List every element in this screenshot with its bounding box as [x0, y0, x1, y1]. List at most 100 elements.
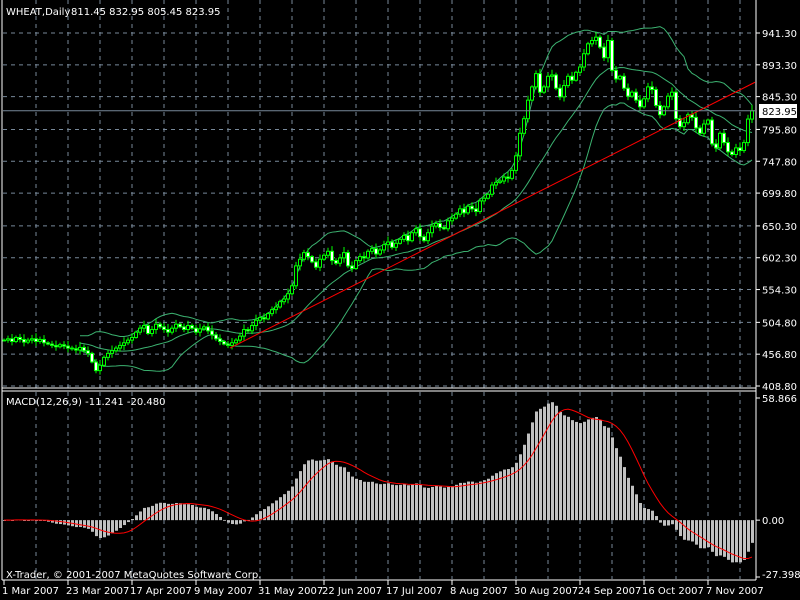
- candle-bull: [562, 85, 566, 98]
- macd-bar: [183, 504, 186, 521]
- price-tick-label: 747.80: [762, 157, 797, 168]
- candle-bull: [242, 329, 246, 337]
- candle-bear: [710, 119, 714, 145]
- candle-bear: [506, 176, 510, 179]
- candle-bull: [446, 220, 450, 230]
- macd-bar: [495, 473, 498, 521]
- candle-bear: [570, 75, 574, 81]
- macd-bar: [87, 520, 90, 529]
- macd-bar: [427, 487, 430, 521]
- macd-bar: [23, 520, 26, 521]
- candle-bear: [314, 261, 318, 268]
- macd-bar: [567, 416, 570, 521]
- macd-bar: [251, 517, 254, 521]
- candle-bear: [178, 323, 182, 328]
- macd-bar: [335, 464, 338, 521]
- macd-bar: [563, 415, 566, 521]
- candle-bull: [250, 325, 254, 332]
- candle-bull: [30, 338, 34, 341]
- macd-bar: [643, 507, 646, 521]
- macd-bar: [235, 520, 238, 525]
- candle-bull: [98, 364, 102, 372]
- candle-bull: [410, 232, 414, 242]
- candle-bull: [318, 258, 322, 268]
- macd-bar: [355, 478, 358, 521]
- candle-bear: [330, 250, 334, 262]
- macd-bar: [307, 460, 310, 521]
- price-tick-label: 456.80: [762, 350, 797, 361]
- candle-bull: [426, 232, 430, 242]
- macd-bar: [647, 509, 650, 521]
- candle-bear: [418, 228, 422, 238]
- candle-bear: [694, 116, 698, 129]
- candle-bull: [282, 298, 286, 303]
- candle-bear: [346, 252, 350, 267]
- macd-bar: [707, 520, 710, 548]
- candle-bull: [138, 327, 142, 333]
- candle-bear: [158, 323, 162, 328]
- candle-bear: [162, 326, 166, 331]
- macd-bar: [83, 520, 86, 528]
- candle-bull: [382, 244, 386, 251]
- macd-bar: [135, 515, 138, 521]
- candle-bear: [406, 234, 410, 242]
- time-tick-label: 1 Mar 2007: [2, 586, 59, 597]
- macd-bar: [735, 520, 738, 563]
- price-tick-label: 893.30: [762, 61, 797, 72]
- macd-bar: [399, 484, 402, 521]
- macd-bar: [151, 505, 154, 521]
- macd-signal-line: [3, 408, 753, 560]
- candle-bull: [578, 66, 582, 73]
- candle-bull: [122, 342, 126, 346]
- macd-bar: [667, 520, 670, 526]
- copyright-label: X-Trader, © 2001-2007 MetaQuotes Softwar…: [6, 570, 261, 581]
- macd-bar: [699, 520, 702, 549]
- macd-bar: [51, 520, 54, 523]
- candle-bear: [10, 338, 14, 342]
- macd-bar: [163, 502, 166, 521]
- macd-bar: [651, 510, 654, 521]
- candle-bear: [94, 361, 98, 372]
- trendline[interactable]: [229, 81, 756, 349]
- macd-bar: [503, 469, 506, 521]
- macd-bar: [455, 484, 458, 521]
- macd-bar: [111, 520, 114, 534]
- candle-bull: [118, 344, 122, 349]
- candle-bull: [114, 347, 118, 352]
- macd-bar: [103, 520, 106, 538]
- macd-tick-label: 0.00: [762, 516, 784, 527]
- candle-bull: [550, 74, 554, 77]
- candle-bull: [594, 36, 598, 41]
- macd-bar: [627, 477, 630, 521]
- candle-bear: [390, 241, 394, 248]
- macd-bar: [167, 503, 170, 521]
- candle-bear: [658, 104, 662, 116]
- candle-bull: [110, 350, 114, 354]
- macd-bar: [371, 481, 374, 521]
- time-tick-label: 24 Sep 2007: [578, 586, 641, 597]
- macd-bar: [211, 511, 214, 521]
- candles: [2, 32, 754, 375]
- macd-bar: [383, 483, 386, 521]
- macd-bar: [199, 507, 202, 521]
- macd-bar: [511, 467, 514, 521]
- macd-bar: [327, 459, 330, 521]
- axes: 941.30 893.30 845.30 795.80 747.80 699.80 650.…: [2, 29, 800, 597]
- macd-bar: [407, 485, 410, 521]
- price-tick-label: 845.30: [762, 93, 797, 104]
- macd-bar: [727, 520, 730, 560]
- candle-bull: [586, 43, 590, 55]
- macd-bar: [639, 502, 642, 521]
- price-tick-label: 699.80: [762, 189, 797, 200]
- candle-bear: [262, 317, 266, 320]
- candle-bull: [542, 86, 546, 93]
- macd-bar: [303, 464, 306, 521]
- candle-bull: [126, 339, 130, 344]
- candle-bull: [198, 328, 202, 333]
- macd-bar: [575, 421, 578, 521]
- candle-bear: [42, 338, 46, 344]
- price-tick-label: 795.80: [762, 125, 797, 136]
- macd-bar: [47, 520, 50, 522]
- macd-bar: [255, 514, 258, 521]
